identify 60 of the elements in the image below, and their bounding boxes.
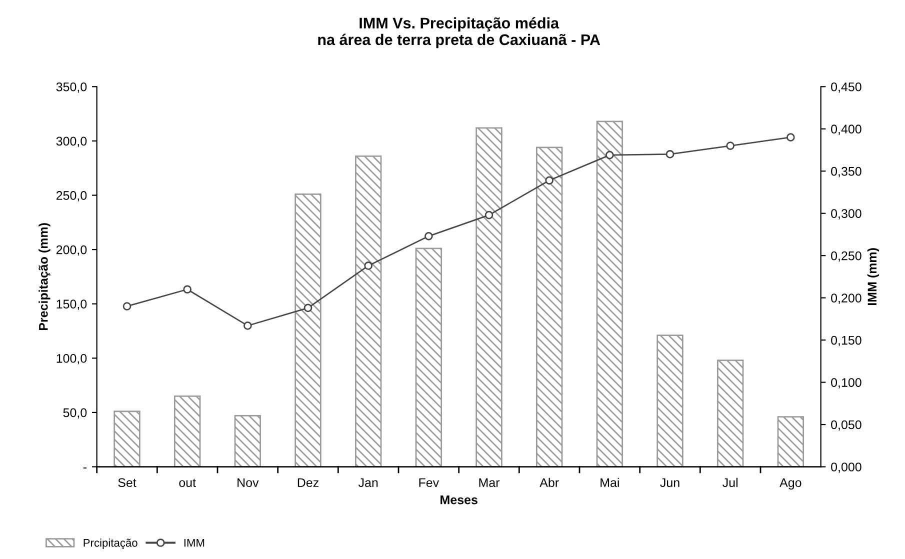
x-tick-label: Fev xyxy=(419,478,440,488)
y-tick-label: 300,0 xyxy=(56,136,87,148)
legend-label: IMM xyxy=(184,539,204,547)
y2-tick-label: 0,250 xyxy=(831,251,862,262)
y-tick-label: 200,0 xyxy=(56,245,87,256)
x-axis-title: Meses xyxy=(440,496,478,504)
point xyxy=(606,150,614,160)
y-tick-label: 50,0 xyxy=(63,408,87,419)
point xyxy=(304,304,312,312)
point xyxy=(424,232,433,240)
y2-tick-label: 0,100 xyxy=(831,378,862,388)
point xyxy=(244,322,252,330)
y2-tick-label: 0,300 xyxy=(831,209,862,220)
point xyxy=(364,262,372,270)
y2-tick-label: 0,400 xyxy=(831,124,862,136)
x-tick-label: Abr xyxy=(540,478,559,488)
y-axis-title: Precipitação (mm) xyxy=(38,223,50,330)
point xyxy=(786,133,795,142)
bar xyxy=(114,410,140,467)
y2-tick-label: 0,000 xyxy=(831,462,862,473)
bar xyxy=(354,155,382,467)
y2-tick-label: 0,350 xyxy=(831,166,862,178)
point xyxy=(726,142,734,150)
x-tick-label: Mar xyxy=(479,478,500,488)
y2-tick-label: 0,200 xyxy=(831,294,862,304)
y-tick-label: 100,0 xyxy=(56,354,87,364)
x-tick-label: Dez xyxy=(298,478,318,488)
y-tick-label: 150,0 xyxy=(56,300,87,310)
x-tick-label: Ago xyxy=(780,478,802,490)
bar xyxy=(777,416,804,467)
x-tick-label: Jun xyxy=(660,478,680,488)
y2-tick-label: 0,150 xyxy=(831,336,862,346)
x-tick-label: out xyxy=(179,478,196,488)
bar xyxy=(294,193,322,467)
x-tick-label: Jul xyxy=(722,478,738,488)
legend-label: Prcipitação xyxy=(84,538,138,549)
x-tick-label: Set xyxy=(118,478,136,488)
y2-tick-label: 0,450 xyxy=(831,82,862,93)
bar xyxy=(415,248,442,467)
bar xyxy=(536,146,563,467)
bar xyxy=(596,120,624,467)
y2-tick-label: 0,050 xyxy=(831,420,862,431)
point xyxy=(484,210,494,220)
bar xyxy=(234,415,262,467)
bar xyxy=(174,395,201,467)
point xyxy=(122,302,132,310)
x-tick-label: Mai xyxy=(600,478,619,488)
x-tick-label: Jan xyxy=(358,478,378,488)
chart-title: IMM Vs. Precipitação média na área de terra preta de Caxiuanã - PA xyxy=(318,17,600,48)
x-tick-label: Nov xyxy=(238,478,259,488)
y-tick-label: 350,0 xyxy=(56,82,87,93)
point xyxy=(183,285,192,294)
y-tick-label: 250,0 xyxy=(56,191,87,202)
y2-axis-title: IMM (mm) xyxy=(867,248,880,306)
y-tick-label: - xyxy=(84,467,87,468)
bar xyxy=(716,360,744,467)
point xyxy=(545,176,554,185)
bar xyxy=(656,334,684,467)
bar xyxy=(476,127,502,467)
point xyxy=(666,150,674,158)
